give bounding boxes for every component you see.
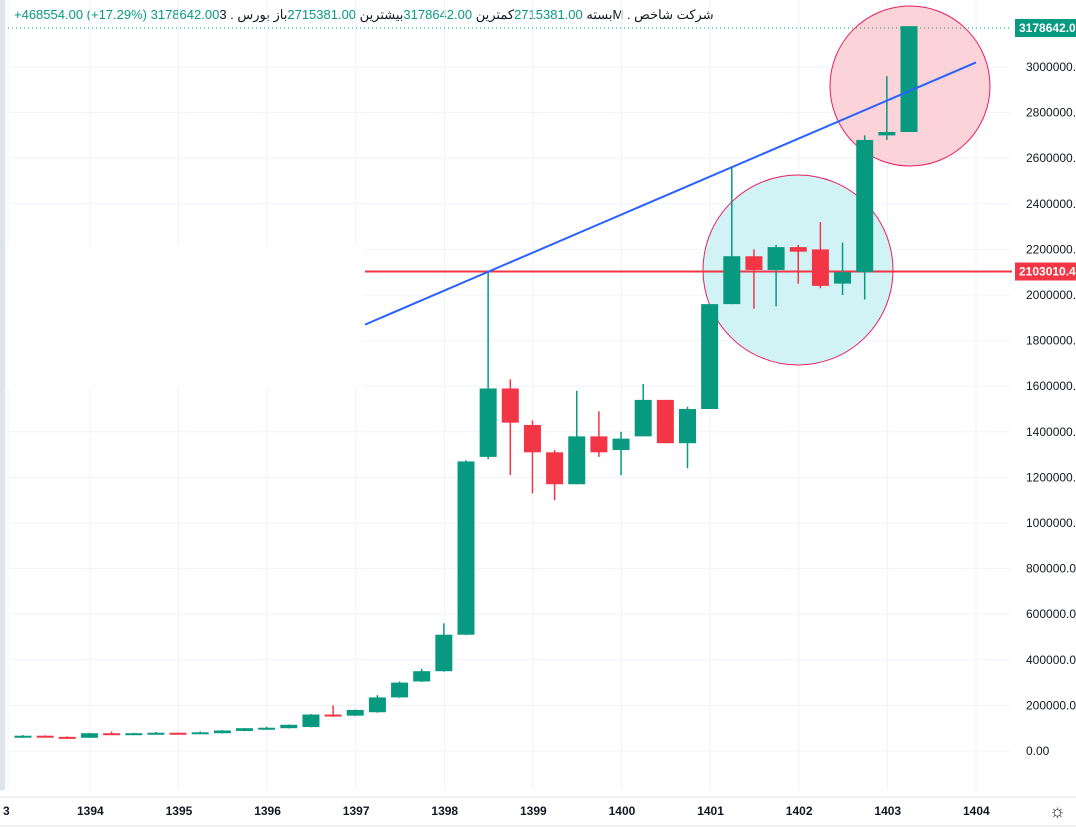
price-label: 800000.0 [1026, 562, 1076, 576]
candle-body [236, 728, 253, 731]
time-label: 1401 [697, 804, 724, 818]
time-label: 1402 [786, 804, 813, 818]
time-label: 1400 [609, 804, 636, 818]
candle-body [523, 424, 541, 453]
time-label: 3 [3, 804, 10, 818]
price-label: 2800000.0 [1026, 106, 1076, 120]
price-label: 1600000.0 [1026, 379, 1076, 393]
hline-price-badge [1015, 262, 1076, 281]
legend-low: 2715381.00 [514, 7, 583, 22]
price-label: 600000.0 [1026, 607, 1076, 621]
gear-icon[interactable]: ☼ [1049, 801, 1066, 821]
time-label: 1396 [254, 804, 281, 818]
blank-area [0, 246, 365, 388]
candle-body [302, 714, 320, 728]
candle-body [745, 256, 763, 270]
price-label: 0.00 [1026, 744, 1050, 758]
legend-open-label: باز [273, 7, 288, 22]
candle-body [169, 732, 187, 735]
hline-price-badge-text: 2103010.4 [1019, 265, 1076, 279]
candle-body [501, 388, 519, 423]
candle-body [391, 682, 409, 698]
price-label: 1800000.0 [1026, 334, 1076, 348]
legend-high: 3178642.00 [403, 7, 473, 22]
candle-body [723, 256, 741, 305]
price-label: 2600000.0 [1026, 151, 1076, 165]
candle-body [435, 634, 453, 672]
candle-body [612, 438, 630, 451]
time-label: 1395 [166, 804, 193, 818]
candle-body [811, 249, 829, 286]
candle-body [191, 732, 209, 735]
candle-body [80, 733, 98, 738]
candle-body [834, 272, 852, 284]
legend-change: +468554.00 (+17.29%) [14, 7, 147, 22]
time-label: 1399 [520, 804, 547, 818]
candle-body [679, 409, 696, 444]
candle-body [457, 461, 475, 635]
candle-body [413, 671, 431, 682]
legend-symbol[interactable]: شرکت شاخص [634, 7, 714, 22]
candle-body [900, 26, 918, 132]
price-axis [1012, 0, 1076, 790]
candle-body [58, 736, 76, 739]
candle-body [590, 436, 608, 453]
candle-body [14, 735, 32, 738]
ohlc-legend: +468554.00 (+17.29%) 3178642.00 بسته 2715… [14, 7, 714, 22]
left-edge [0, 0, 5, 790]
candle-body [634, 399, 652, 437]
candle-body [280, 724, 298, 729]
legend-open: 2715381.00 [287, 7, 357, 22]
candle-body [701, 304, 719, 409]
price-label: 1000000.0 [1026, 516, 1076, 530]
candle-body [36, 735, 54, 738]
time-label: 1394 [77, 804, 104, 818]
legend-high-label: بیشترین [359, 7, 404, 22]
candle-body [258, 727, 276, 730]
candle-body [368, 697, 386, 713]
candle-body [479, 388, 497, 457]
last-price-badge-text: 3178642.0 [1019, 21, 1076, 35]
legend-close-label: بسته [586, 7, 613, 22]
price-label: 400000.0 [1026, 653, 1076, 667]
time-axis [0, 790, 1076, 828]
price-label: 2000000.0 [1026, 288, 1076, 302]
candle-body [103, 733, 121, 736]
legend-close: 3178642.00 [150, 7, 220, 22]
legend-exchange: بورس [237, 7, 270, 22]
candle-body [125, 733, 143, 736]
legend-interval[interactable]: 3M [219, 7, 624, 22]
last-price-badge [1015, 19, 1076, 37]
candle-body [546, 452, 564, 485]
price-label: 3000000.0 [1026, 60, 1076, 74]
price-label: 2400000.0 [1026, 197, 1076, 211]
time-label: 1403 [874, 804, 901, 818]
candle-body [324, 714, 342, 717]
time-label: 1404 [963, 804, 990, 818]
candle-body [213, 730, 231, 734]
time-label: 1398 [431, 804, 458, 818]
price-label: 1200000.0 [1026, 470, 1076, 484]
candle-body [878, 131, 896, 136]
price-label: 1400000.0 [1026, 425, 1076, 439]
candle-body [767, 247, 785, 270]
price-label: 2200000.0 [1026, 242, 1076, 256]
candle-body [789, 247, 807, 252]
candle-body [568, 436, 586, 485]
price-label: 200000.0 [1026, 698, 1076, 712]
candle-body [147, 732, 165, 735]
candle-body [346, 709, 364, 716]
candle-body [656, 399, 674, 444]
legend-low-label: کمترین [475, 7, 515, 22]
candle-body [856, 139, 874, 273]
time-label: 1397 [343, 804, 370, 818]
trendline [364, 61, 977, 326]
